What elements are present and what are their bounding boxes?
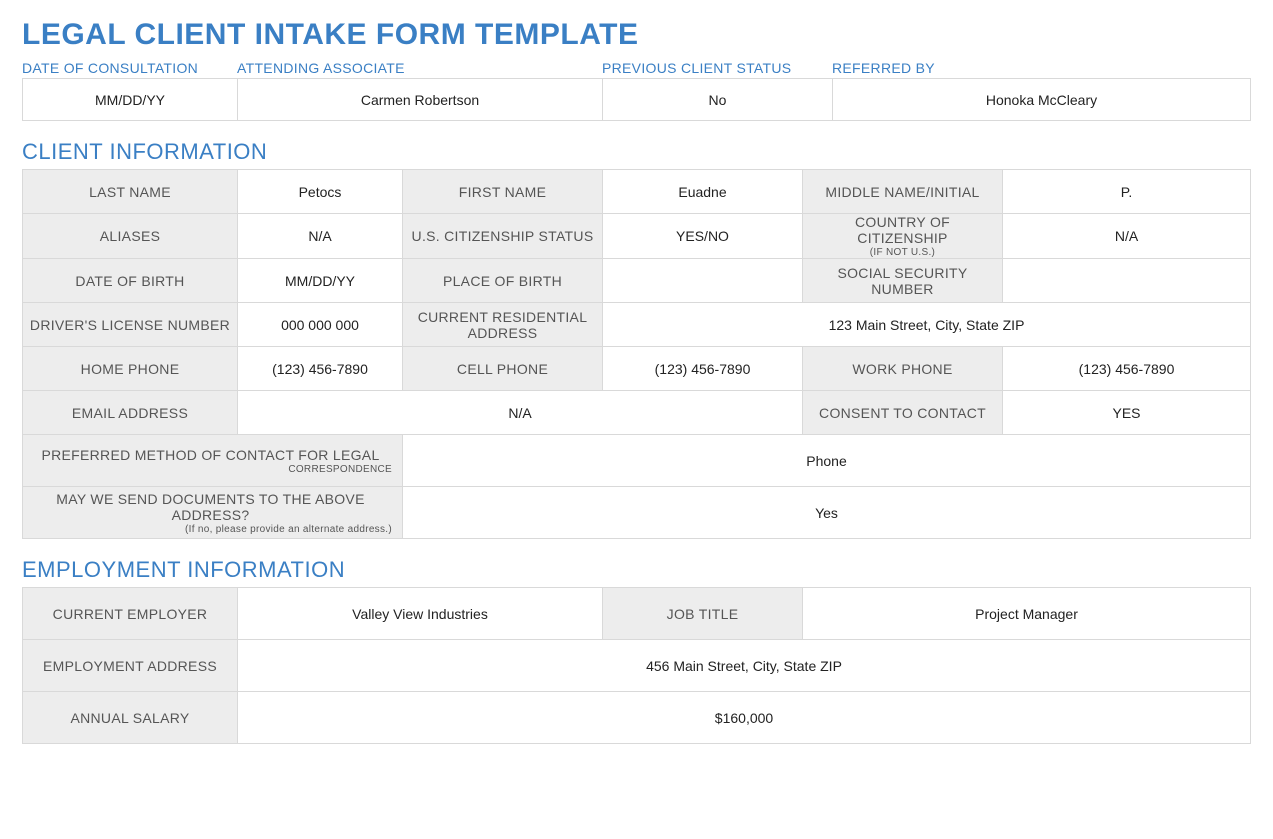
consult-associate[interactable]: Carmen Robertson <box>238 79 603 121</box>
label-employer: CURRENT EMPLOYER <box>23 588 238 640</box>
client-aliases[interactable]: N/A <box>238 214 403 259</box>
client-address[interactable]: 123 Main Street, City, State ZIP <box>603 303 1251 347</box>
label-job-title: JOB TITLE <box>603 588 803 640</box>
label-consent: CONSENT TO CONTACT <box>803 391 1003 435</box>
client-work-phone[interactable]: (123) 456-7890 <box>1003 347 1251 391</box>
label-dl: DRIVER'S LICENSE NUMBER <box>23 303 238 347</box>
section-client-info: CLIENT INFORMATION <box>22 139 1251 165</box>
label-associate: ATTENDING ASSOCIATE <box>237 60 602 76</box>
label-dob: DATE OF BIRTH <box>23 259 238 303</box>
client-citizenship[interactable]: YES/NO <box>603 214 803 259</box>
client-email[interactable]: N/A <box>238 391 803 435</box>
client-info-table: LAST NAME Petocs FIRST NAME Euadne MIDDL… <box>22 169 1251 539</box>
client-dl[interactable]: 000 000 000 <box>238 303 403 347</box>
label-salary: ANNUAL SALARY <box>23 692 238 744</box>
client-ssn[interactable] <box>1003 259 1251 303</box>
label-work-phone: WORK PHONE <box>803 347 1003 391</box>
label-pob: PLACE OF BIRTH <box>403 259 603 303</box>
label-employment-address: EMPLOYMENT ADDRESS <box>23 640 238 692</box>
label-consult-date: DATE OF CONSULTATION <box>22 60 237 76</box>
label-cell-phone: CELL PHONE <box>403 347 603 391</box>
label-referred-by: REFERRED BY <box>832 60 1251 76</box>
consultation-table: MM/DD/YY Carmen Robertson No Honoka McCl… <box>22 78 1251 121</box>
label-home-phone: HOME PHONE <box>23 347 238 391</box>
label-ssn: SOCIAL SECURITY NUMBER <box>803 259 1003 303</box>
label-email: EMAIL ADDRESS <box>23 391 238 435</box>
employment-table: CURRENT EMPLOYER Valley View Industries … <box>22 587 1251 744</box>
client-last-name[interactable]: Petocs <box>238 170 403 214</box>
label-prev-client: PREVIOUS CLIENT STATUS <box>602 60 832 76</box>
label-aliases: ALIASES <box>23 214 238 259</box>
label-last-name: LAST NAME <box>23 170 238 214</box>
section-employment-info: EMPLOYMENT INFORMATION <box>22 557 1251 583</box>
employment-address[interactable]: 456 Main Street, City, State ZIP <box>238 640 1251 692</box>
client-pob[interactable] <box>603 259 803 303</box>
label-pref-contact: PREFERRED METHOD OF CONTACT FOR LEGAL CO… <box>23 435 403 487</box>
employment-job-title[interactable]: Project Manager <box>803 588 1251 640</box>
consult-referred-by[interactable]: Honoka McCleary <box>833 79 1251 121</box>
client-cell-phone[interactable]: (123) 456-7890 <box>603 347 803 391</box>
label-middle: MIDDLE NAME/INITIAL <box>803 170 1003 214</box>
employment-salary[interactable]: $160,000 <box>238 692 1251 744</box>
client-home-phone[interactable]: (123) 456-7890 <box>238 347 403 391</box>
client-first-name[interactable]: Euadne <box>603 170 803 214</box>
client-pref-contact[interactable]: Phone <box>403 435 1251 487</box>
label-citizenship: U.S. CITIZENSHIP STATUS <box>403 214 603 259</box>
employment-employer[interactable]: Valley View Industries <box>238 588 603 640</box>
label-send-docs: MAY WE SEND DOCUMENTS TO THE ABOVE ADDRE… <box>23 487 403 539</box>
client-dob[interactable]: MM/DD/YY <box>238 259 403 303</box>
consultation-header-labels: DATE OF CONSULTATION ATTENDING ASSOCIATE… <box>22 60 1251 76</box>
client-middle[interactable]: P. <box>1003 170 1251 214</box>
consult-date[interactable]: MM/DD/YY <box>23 79 238 121</box>
client-consent[interactable]: YES <box>1003 391 1251 435</box>
label-country: COUNTRY OF CITIZENSHIP (IF NOT U.S.) <box>803 214 1003 259</box>
client-send-docs[interactable]: Yes <box>403 487 1251 539</box>
label-residential-address: CURRENT RESIDENTIAL ADDRESS <box>403 303 603 347</box>
label-first-name: FIRST NAME <box>403 170 603 214</box>
page-title: LEGAL CLIENT INTAKE FORM TEMPLATE <box>22 18 1251 52</box>
client-country[interactable]: N/A <box>1003 214 1251 259</box>
consult-prev-client[interactable]: No <box>603 79 833 121</box>
